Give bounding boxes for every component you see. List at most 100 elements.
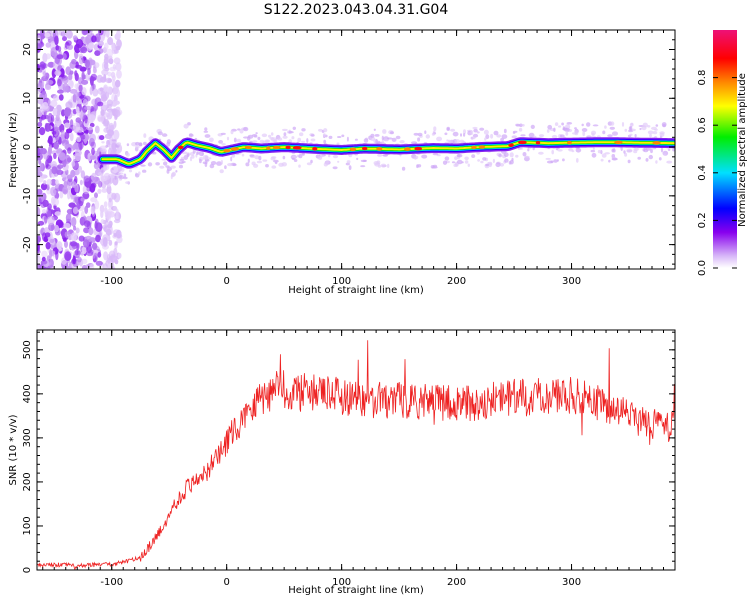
noise-speckle: [101, 69, 109, 76]
halo-speckle: [645, 158, 649, 162]
halo-speckle: [125, 181, 130, 184]
noise-speckle: [111, 93, 118, 103]
x-tick-label: 100: [332, 577, 351, 588]
noise-speckle: [94, 50, 101, 56]
noise-speckle: [81, 71, 85, 81]
halo-speckle: [464, 156, 469, 161]
halo-speckle: [230, 156, 233, 162]
noise-speckle: [98, 30, 104, 36]
noise-speckle: [53, 95, 60, 102]
noise-speckle: [110, 71, 116, 78]
noise-speckle: [95, 234, 101, 243]
colorbar-tick-label: 0.8: [697, 70, 708, 86]
noise-speckle: [57, 89, 64, 94]
noise-speckle: [66, 178, 73, 186]
halo-speckle: [99, 148, 106, 153]
halo-speckle: [288, 139, 293, 144]
halo-speckle: [460, 133, 462, 137]
halo-speckle: [557, 149, 563, 152]
halo-speckle: [360, 165, 366, 168]
halo-speckle: [568, 148, 574, 152]
halo-speckle: [125, 152, 130, 157]
snr-frame: [36, 329, 676, 571]
halo-speckle: [179, 164, 183, 169]
halo-speckle: [556, 159, 560, 162]
noise-speckle: [53, 152, 57, 160]
noise-speckle: [113, 109, 121, 118]
noise-speckle: [69, 132, 74, 142]
noise-speckle: [40, 260, 48, 265]
halo-speckle: [485, 134, 490, 140]
halo-speckle: [581, 128, 588, 132]
noise-speckle: [60, 31, 66, 37]
halo-speckle: [490, 133, 494, 139]
noise-speckle: [44, 32, 51, 38]
noise-speckle: [43, 180, 47, 185]
halo-speckle: [254, 155, 260, 160]
noise-speckle: [51, 114, 55, 123]
noise-speckle: [52, 107, 58, 116]
halo-speckle: [463, 133, 466, 137]
noise-speckle: [107, 71, 112, 77]
halo-speckle: [591, 152, 597, 158]
noise-speckle: [65, 266, 72, 269]
halo-speckle: [413, 132, 419, 136]
halo-speckle: [382, 129, 387, 134]
spectrogram-xlabel: Height of straight line (km): [288, 285, 424, 296]
noise-speckle: [50, 250, 55, 257]
ridge-peak: [376, 147, 383, 151]
noise-speckle: [103, 201, 108, 208]
halo-speckle: [255, 132, 258, 135]
halo-speckle: [219, 169, 224, 174]
noise-speckle: [65, 101, 73, 109]
halo-speckle: [436, 136, 443, 142]
halo-speckle: [530, 124, 535, 129]
figure-title: S122.2023.043.04.31.G04: [264, 2, 449, 18]
noise-speckle: [37, 147, 41, 156]
halo-speckle: [322, 133, 326, 137]
noise-speckle: [85, 34, 93, 45]
halo-speckle: [171, 171, 176, 177]
y-tick-label: 10: [22, 92, 33, 105]
halo-speckle: [241, 153, 245, 157]
noise-speckle: [81, 258, 88, 265]
halo-speckle: [332, 166, 338, 170]
halo-speckle: [433, 126, 437, 132]
noise-speckle: [78, 55, 84, 65]
noise-speckle: [69, 119, 74, 128]
halo-speckle: [310, 159, 313, 164]
halo-speckle: [326, 160, 329, 164]
halo-speckle: [454, 156, 458, 161]
noise-speckle: [64, 107, 71, 117]
noise-speckle: [106, 184, 112, 195]
halo-speckle: [601, 153, 607, 158]
halo-speckle: [161, 158, 167, 161]
halo-speckle: [247, 134, 254, 139]
noise-speckle: [42, 71, 47, 79]
halo-speckle: [554, 122, 559, 126]
halo-speckle: [520, 134, 526, 137]
halo-speckle: [259, 139, 265, 143]
halo-speckle: [382, 154, 388, 157]
halo-speckle: [323, 162, 328, 167]
noise-speckle: [106, 109, 113, 119]
noise-speckle: [77, 99, 82, 105]
noise-speckle: [49, 238, 55, 243]
noise-speckle: [113, 49, 119, 54]
noise-speckle: [50, 178, 57, 186]
halo-speckle: [188, 133, 193, 137]
halo-speckle: [380, 163, 387, 168]
halo-speckle: [504, 158, 509, 163]
halo-speckle: [565, 131, 569, 136]
halo-speckle: [471, 154, 476, 159]
noise-speckle: [70, 169, 76, 178]
noise-speckle: [52, 197, 60, 206]
noise-speckle: [79, 179, 83, 186]
spectrogram-ylabel: Frequency (Hz): [8, 112, 19, 188]
ridge-peak: [508, 143, 514, 147]
halo-speckle: [450, 128, 456, 132]
halo-speckle: [249, 154, 255, 157]
halo-speckle: [511, 157, 514, 162]
halo-speckle: [509, 152, 514, 158]
